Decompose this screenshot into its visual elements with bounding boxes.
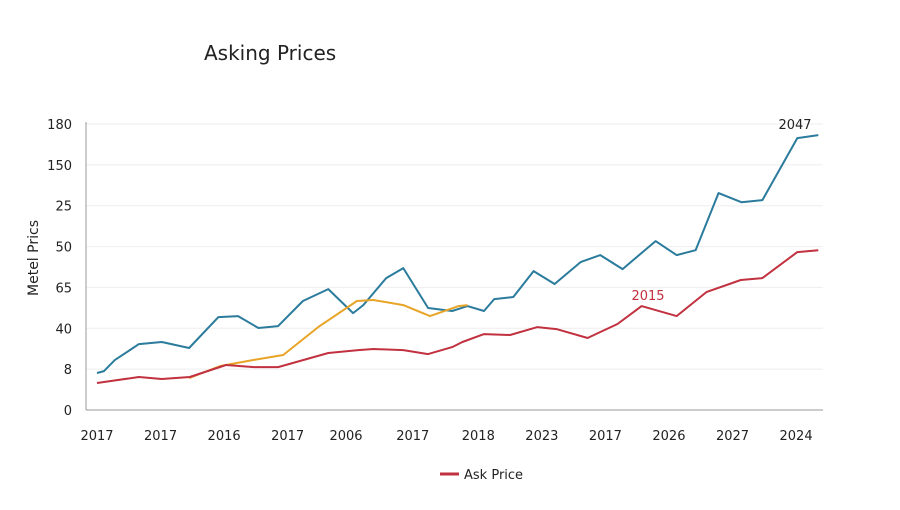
x-tick-label: 2017 <box>271 429 304 444</box>
series-line-1 <box>188 299 468 380</box>
annotation-label: 2047 <box>778 118 811 133</box>
grid <box>86 123 823 370</box>
x-tick-label: 2006 <box>329 429 362 444</box>
series-line-2 <box>96 249 819 384</box>
y-axis-label: Metel Prics <box>26 220 42 296</box>
x-tick-label: 2017 <box>144 429 177 444</box>
x-tick-label: 2026 <box>652 429 685 444</box>
y-tick-label: 50 <box>55 241 72 256</box>
chart-title: Asking Prices <box>204 41 336 65</box>
x-tick-label: 2018 <box>462 429 495 444</box>
x-tick-label: 2017 <box>396 429 429 444</box>
y-tick-label: 8 <box>64 363 72 378</box>
x-tick-label: 2024 <box>780 429 813 444</box>
y-tick-label: 0 <box>64 404 72 419</box>
y-tick-label: 25 <box>55 200 72 215</box>
legend: Ask Price <box>440 468 523 483</box>
y-tick-label: 180 <box>47 118 72 133</box>
annotation-label: 2015 <box>631 289 664 304</box>
x-tick-label: 2023 <box>525 429 558 444</box>
y-tick-label: 150 <box>47 159 72 174</box>
x-tick-label: 2017 <box>589 429 622 444</box>
x-tick-label: 2016 <box>208 429 241 444</box>
series-line-0 <box>96 134 819 374</box>
x-tick-label: 2027 <box>716 429 749 444</box>
y-tick-label: 40 <box>55 322 72 337</box>
y-tick-label: 65 <box>55 281 72 296</box>
x-tick-label: 2017 <box>80 429 113 444</box>
legend-label: Ask Price <box>464 468 523 483</box>
